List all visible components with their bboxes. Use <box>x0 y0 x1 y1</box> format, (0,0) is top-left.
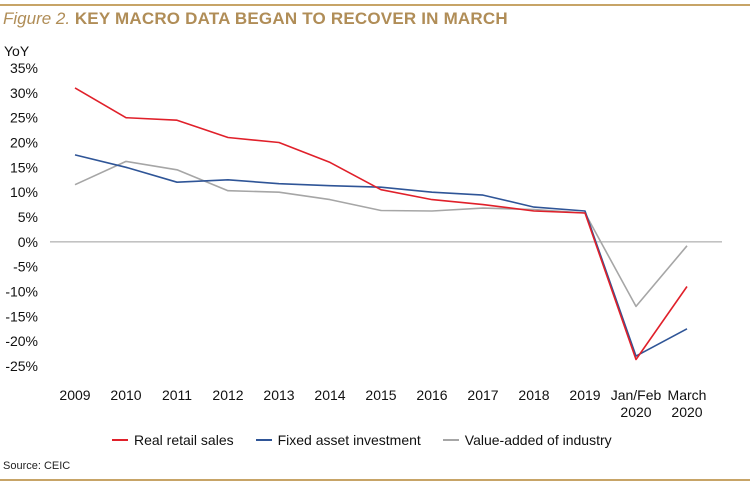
legend-swatch-real-retail-sales <box>112 439 128 441</box>
source-note: Source: CEIC <box>3 460 71 472</box>
x-tick-label: 2009 <box>59 387 90 403</box>
y-tick-label: -15% <box>5 308 38 324</box>
series-lines <box>74 87 688 361</box>
y-tick-label: 25% <box>10 110 38 126</box>
x-tick-label: 2016 <box>416 387 447 403</box>
y-tick-label: 30% <box>10 85 38 101</box>
legend-label-fixed-asset-investment: Fixed asset investment <box>277 432 421 448</box>
x-tick-label: 2010 <box>110 387 141 403</box>
y-tick-label: 15% <box>10 159 38 175</box>
x-tick-label: March 2020 <box>668 387 707 420</box>
y-tick-label: -20% <box>5 333 38 349</box>
line-chart: YoY 35% 30% 25% 20% 15% 10% 5% 0% -5% -10% -15% -20… <box>4 43 722 420</box>
x-tick-label: 2014 <box>314 387 345 403</box>
y-tick-label: -10% <box>5 284 38 300</box>
x-tick-label: 2015 <box>365 387 396 403</box>
legend-swatch-fixed-asset-investment <box>255 439 272 441</box>
y-tick-label: 0% <box>18 234 38 250</box>
legend-label-real-retail-sales: Real retail sales <box>134 432 234 448</box>
series-line-fixed-asset-investment <box>74 154 688 357</box>
legend-swatch-value-added-of-industry <box>442 439 459 441</box>
legend-item-value-added-of-industry: Value-added of industry <box>442 432 612 448</box>
y-tick-labels: 35% 30% 25% 20% 15% 10% 5% 0% -5% -10% -15% -20% -25… <box>5 60 38 374</box>
series-line-real-retail-sales <box>74 87 688 361</box>
figure-label: Figure 2. <box>3 9 71 28</box>
legend-label-value-added-of-industry: Value-added of industry <box>464 432 612 448</box>
series-line-value-added-of-industry <box>74 160 688 308</box>
y-tick-label: 5% <box>18 209 38 225</box>
y-axis-label: YoY <box>4 43 30 59</box>
y-tick-label: -5% <box>13 259 38 275</box>
x-tick-label: 2018 <box>518 387 549 403</box>
legend-item-fixed-asset-investment: Fixed asset investment <box>255 432 421 448</box>
x-tick-labels: 2009 2010 2011 2012 2013 2014 2015 2016 2017 2018… <box>59 387 706 420</box>
x-tick-label: 2013 <box>263 387 294 403</box>
x-tick-label: 2017 <box>467 387 498 403</box>
figure-heading: KEY MACRO DATA BEGAN TO RECOVER IN MARCH <box>74 9 508 28</box>
figure-title: Figure 2. KEY MACRO DATA BEGAN TO RECOVE… <box>3 9 508 29</box>
y-tick-label: 35% <box>10 60 38 76</box>
x-tick-label: 2019 <box>569 387 600 403</box>
x-tick-label: 2012 <box>212 387 243 403</box>
y-tick-label: -25% <box>5 358 38 374</box>
y-tick-label: 20% <box>10 135 38 151</box>
legend: Real retail sales Fixed asset investment… <box>112 432 612 448</box>
y-tick-label: 10% <box>10 184 38 200</box>
legend-item-real-retail-sales: Real retail sales <box>112 432 234 448</box>
bottom-rule <box>0 479 750 481</box>
top-rule <box>0 4 750 6</box>
x-tick-label: Jan/Feb 2020 <box>611 387 662 420</box>
x-tick-label: 2011 <box>162 387 192 403</box>
